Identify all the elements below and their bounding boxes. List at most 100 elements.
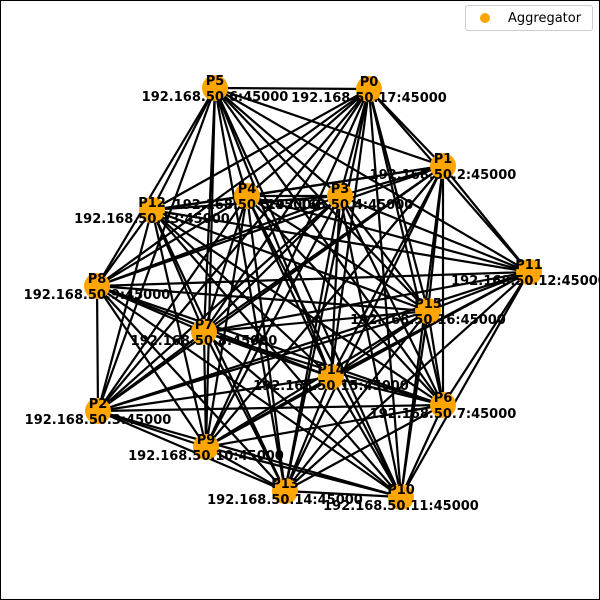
node-id-label: P4 bbox=[238, 182, 257, 197]
node-ip-label: 192.168.50.16:45000 bbox=[350, 313, 506, 328]
edge-p1-p11 bbox=[442, 165, 530, 273]
edge-p4-p15 bbox=[246, 195, 429, 312]
edge-p12-p13 bbox=[151, 209, 286, 492]
node-ip-label: 192.168.50.3:45000 bbox=[25, 413, 172, 428]
edge-p14-p15 bbox=[330, 310, 429, 378]
edge-p0-p6 bbox=[367, 88, 445, 406]
node-p12 bbox=[139, 197, 165, 223]
edge-p10-p13 bbox=[284, 489, 402, 499]
edge-p0-p5 bbox=[214, 86, 370, 91]
node-id-label: P5 bbox=[206, 74, 225, 89]
node-ip-label: 192.168.50.7:45000 bbox=[370, 407, 517, 422]
node-p10 bbox=[388, 484, 414, 510]
node-ip-label: 192.168.50.4:45000 bbox=[267, 198, 414, 213]
edge-p0-p10 bbox=[367, 88, 403, 498]
edge-p2-p10 bbox=[97, 409, 402, 499]
node-id-label: P14 bbox=[317, 363, 345, 378]
edge-p2-p7 bbox=[97, 331, 205, 412]
edge-p10-p12 bbox=[151, 209, 402, 498]
edge-p4-p12 bbox=[151, 194, 248, 212]
edge-p0-p13 bbox=[283, 88, 371, 492]
node-p6 bbox=[430, 392, 456, 418]
edge-p5-p6 bbox=[214, 87, 444, 406]
edge-p5-p11 bbox=[214, 87, 530, 273]
edge-p6-p11 bbox=[442, 271, 530, 406]
edge-p8-p10 bbox=[96, 285, 402, 498]
node-id-label: P2 bbox=[89, 397, 108, 412]
node-id-label: P15 bbox=[414, 297, 442, 312]
node-p4 bbox=[234, 183, 260, 209]
edge-p10-p14 bbox=[330, 376, 402, 498]
node-id-label: P1 bbox=[434, 152, 453, 167]
node-id-label: P10 bbox=[387, 483, 415, 498]
node-p2 bbox=[85, 398, 111, 424]
edge-p12-p15 bbox=[151, 208, 429, 313]
edge-p8-p13 bbox=[96, 285, 286, 492]
edge-p3-p7 bbox=[203, 195, 341, 333]
node-p0 bbox=[356, 76, 382, 102]
edge-p9-p13 bbox=[205, 446, 286, 492]
edge-p1-p13 bbox=[284, 165, 444, 492]
node-p3 bbox=[327, 183, 353, 209]
edge-p5-p15 bbox=[214, 87, 429, 312]
edge-p6-p12 bbox=[151, 209, 444, 406]
node-ip-label: 192.168.50.6:45000 bbox=[142, 90, 289, 105]
legend: Aggregator bbox=[465, 5, 593, 31]
edge-p4-p10 bbox=[246, 195, 402, 498]
edge-p9-p12 bbox=[150, 209, 208, 448]
edge-p0-p11 bbox=[368, 88, 530, 273]
edge-p11-p12 bbox=[151, 208, 530, 274]
edge-p2-p3 bbox=[97, 195, 341, 412]
edge-p2-p13 bbox=[97, 409, 286, 493]
edge-p5-p12 bbox=[151, 87, 216, 211]
edge-p5-p14 bbox=[213, 87, 333, 378]
edge-p6-p10 bbox=[399, 404, 445, 498]
node-p9 bbox=[193, 434, 219, 460]
edge-p9-p15 bbox=[205, 310, 429, 448]
edge-p2-p8 bbox=[95, 285, 100, 412]
node-layer bbox=[84, 75, 542, 510]
edge-p8-p12 bbox=[96, 209, 153, 287]
edge-p7-p11 bbox=[203, 270, 530, 334]
edge-p3-p15 bbox=[339, 195, 429, 312]
edge-p0-p2 bbox=[97, 88, 370, 412]
legend-label: Aggregator bbox=[508, 10, 582, 26]
edge-p5-p10 bbox=[213, 87, 403, 498]
edge-p11-p15 bbox=[427, 270, 530, 313]
node-id-label: P8 bbox=[88, 272, 107, 287]
node-p7 bbox=[191, 319, 217, 345]
edge-p13-p15 bbox=[284, 310, 429, 492]
edge-p13-p14 bbox=[283, 376, 333, 492]
edge-p3-p11 bbox=[339, 194, 530, 274]
edge-p7-p10 bbox=[203, 331, 402, 498]
edge-p7-p9 bbox=[202, 331, 208, 448]
node-p13 bbox=[272, 478, 298, 504]
node-p14 bbox=[318, 364, 344, 390]
edge-p4-p5 bbox=[213, 87, 249, 197]
node-p5 bbox=[202, 75, 228, 101]
edge-p5-p13 bbox=[213, 87, 287, 492]
node-id-label: P11 bbox=[515, 258, 543, 273]
edge-p3-p13 bbox=[283, 195, 342, 492]
edge-p10-p11 bbox=[400, 271, 530, 498]
node-id-label: P13 bbox=[271, 477, 299, 492]
node-id-label: P9 bbox=[197, 433, 216, 448]
edge-p5-p8 bbox=[96, 87, 216, 287]
edge-layer bbox=[95, 86, 530, 499]
edge-p1-p9 bbox=[205, 165, 444, 448]
edge-p0-p15 bbox=[367, 88, 430, 312]
node-id-label: P12 bbox=[138, 196, 166, 211]
node-ip-label: 192.168.50.8:45000 bbox=[131, 334, 278, 349]
edge-p12-p14 bbox=[151, 209, 332, 378]
node-id-label: P0 bbox=[360, 75, 379, 90]
edge-p3-p5 bbox=[214, 87, 341, 197]
node-ip-label: 192.168.50.14:45000 bbox=[207, 493, 363, 508]
node-ip-label: 192.168.50.2:45000 bbox=[370, 168, 517, 183]
edge-p4-p14 bbox=[246, 195, 332, 378]
edge-p9-p10 bbox=[205, 445, 402, 499]
edge-p11-p14 bbox=[330, 271, 530, 378]
node-ip-label: 192.168.50.5:45000 bbox=[174, 198, 321, 213]
node-id-label: P7 bbox=[195, 318, 214, 333]
